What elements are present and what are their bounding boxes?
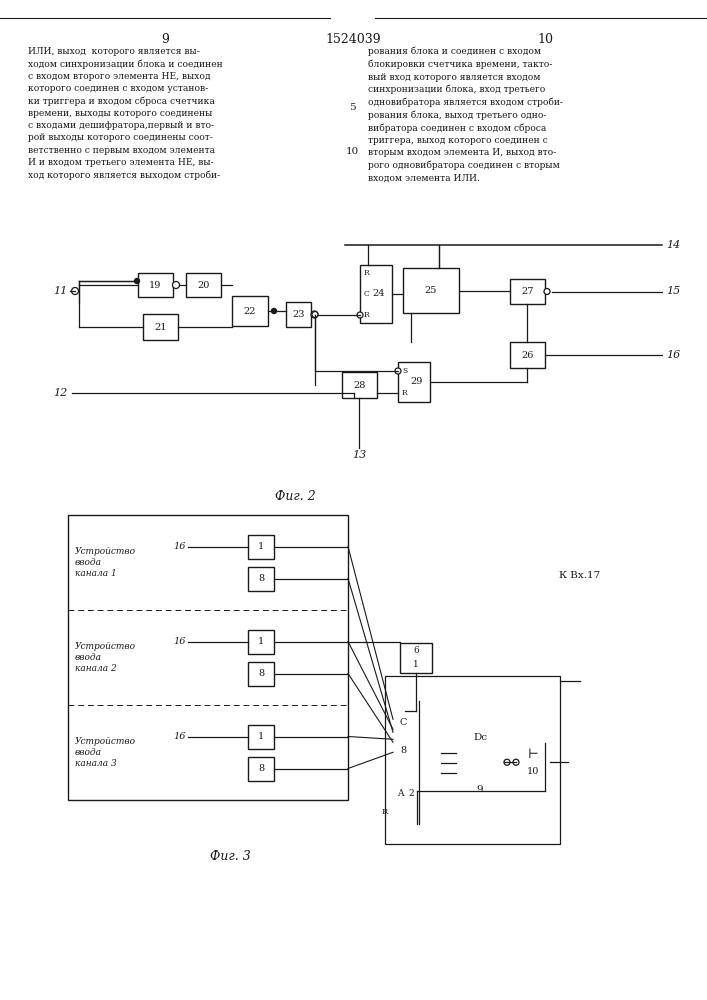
Circle shape [504, 759, 510, 765]
Text: 8: 8 [258, 669, 264, 678]
Bar [248, 662, 274, 686]
Text: 8: 8 [258, 574, 264, 583]
Text: 16: 16 [173, 542, 186, 551]
Text: 19: 19 [149, 280, 162, 290]
Text: 29: 29 [411, 377, 423, 386]
Text: 20: 20 [197, 280, 210, 290]
Bar [138, 273, 173, 297]
Text: 25: 25 [425, 286, 437, 295]
Text: Устройство
ввода
канала 1: Устройство ввода канала 1 [75, 547, 136, 578]
Text: 10: 10 [537, 33, 553, 46]
Bar [248, 756, 274, 780]
Bar [232, 296, 268, 326]
Text: 16: 16 [173, 637, 186, 646]
Bar [510, 279, 545, 304]
Text: 6: 6 [413, 646, 419, 655]
Text: 15: 15 [666, 286, 680, 296]
Bar [516, 743, 550, 781]
Bar [286, 302, 311, 327]
Bar [385, 676, 560, 844]
Text: Фиг. 2: Фиг. 2 [274, 490, 315, 503]
Text: Фиг. 3: Фиг. 3 [209, 850, 250, 863]
Bar [456, 701, 504, 824]
Circle shape [390, 809, 397, 816]
Bar [400, 643, 432, 672]
Text: ИЛИ, выход  которого является вы-
ходом синхронизации блока и соединен
с входом : ИЛИ, выход которого является вы- ходом с… [28, 47, 223, 180]
Bar [360, 265, 392, 323]
Text: 1: 1 [258, 732, 264, 741]
Text: 11: 11 [53, 286, 67, 296]
Circle shape [134, 278, 139, 284]
Text: 9: 9 [161, 33, 169, 46]
Bar [342, 372, 377, 398]
Text: 27: 27 [521, 287, 534, 296]
Text: ⊢: ⊢ [527, 748, 538, 761]
Text: R: R [364, 269, 370, 277]
Bar [248, 566, 274, 590]
Text: 10: 10 [346, 147, 358, 156]
Text: 16: 16 [666, 350, 680, 360]
Text: R: R [382, 808, 388, 816]
Text: 1524039: 1524039 [325, 33, 381, 46]
Bar [403, 268, 459, 313]
Circle shape [271, 308, 276, 314]
Text: R: R [402, 389, 408, 397]
Text: 13: 13 [352, 450, 367, 460]
Text: 5: 5 [349, 103, 356, 111]
Text: C: C [364, 290, 370, 298]
Circle shape [312, 312, 318, 318]
Text: 2: 2 [408, 789, 414, 798]
Text: Устройство
ввода
канала 3: Устройство ввода канала 3 [75, 737, 136, 768]
Circle shape [357, 312, 363, 318]
Bar [186, 273, 221, 297]
Text: 21: 21 [154, 322, 167, 332]
Bar [68, 515, 348, 800]
Text: 1: 1 [258, 542, 264, 551]
Circle shape [173, 282, 180, 288]
Bar [398, 362, 430, 402]
Circle shape [513, 759, 519, 765]
Bar [143, 314, 178, 340]
Text: A: A [397, 789, 403, 798]
Text: 28: 28 [354, 380, 366, 389]
Text: 24: 24 [373, 290, 385, 298]
Circle shape [311, 311, 318, 318]
Text: 14: 14 [666, 240, 680, 250]
Circle shape [544, 288, 550, 294]
Text: 22: 22 [244, 306, 256, 316]
Text: R: R [364, 311, 370, 319]
Text: C: C [399, 718, 407, 727]
Text: S: S [402, 367, 407, 375]
Text: рования блока и соединен с входом
блокировки счетчика времени, такто-
вый вход к: рования блока и соединен с входом блокир… [368, 47, 563, 182]
Bar [393, 701, 441, 824]
Text: 23: 23 [292, 310, 305, 319]
Bar [510, 342, 545, 368]
Text: 16: 16 [173, 732, 186, 741]
Circle shape [544, 289, 549, 294]
Bar [248, 534, 274, 558]
Text: К Вх.17: К Вх.17 [559, 570, 601, 580]
Text: 8: 8 [258, 764, 264, 773]
Circle shape [395, 368, 401, 374]
Bar [248, 630, 274, 654]
Circle shape [71, 288, 78, 294]
Bar [248, 724, 274, 748]
Text: 12: 12 [53, 388, 67, 398]
Text: 1: 1 [258, 637, 264, 646]
Text: 1: 1 [413, 660, 419, 669]
Text: 9: 9 [477, 785, 484, 794]
Text: Устройство
ввода
канала 2: Устройство ввода канала 2 [75, 642, 136, 673]
Text: 10: 10 [527, 767, 539, 776]
Text: 26: 26 [521, 351, 534, 360]
Text: Dc: Dc [473, 733, 487, 742]
Text: 8: 8 [400, 746, 406, 755]
